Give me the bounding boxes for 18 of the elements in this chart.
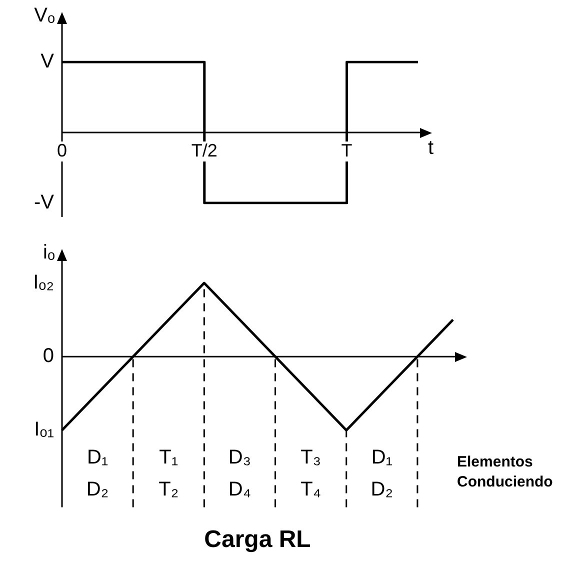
text: Carga RL xyxy=(204,526,311,554)
y-axis-title: Vₒ xyxy=(34,4,55,27)
text: Elementos Conduciendo xyxy=(457,453,553,490)
x-tick-label: T xyxy=(341,140,352,160)
text: -V xyxy=(34,192,55,214)
x-axis-title: t xyxy=(428,137,434,160)
text: D₁ D₂ xyxy=(86,446,109,501)
text: T₁ T₂ xyxy=(158,446,179,501)
text: Iₒ₂ xyxy=(33,272,54,294)
text: T₃ T₄ xyxy=(300,446,322,501)
text: D₃ D₄ xyxy=(228,446,252,501)
text: D₁ D₂ xyxy=(370,446,394,501)
text: 0 xyxy=(42,345,54,368)
text: V xyxy=(40,50,55,73)
text: Iₒ₁ xyxy=(34,418,54,441)
x-tick-label: T/2 xyxy=(191,140,218,160)
y-axis-title: iₒ xyxy=(43,242,55,264)
x-tick-label: 0 xyxy=(56,140,68,160)
